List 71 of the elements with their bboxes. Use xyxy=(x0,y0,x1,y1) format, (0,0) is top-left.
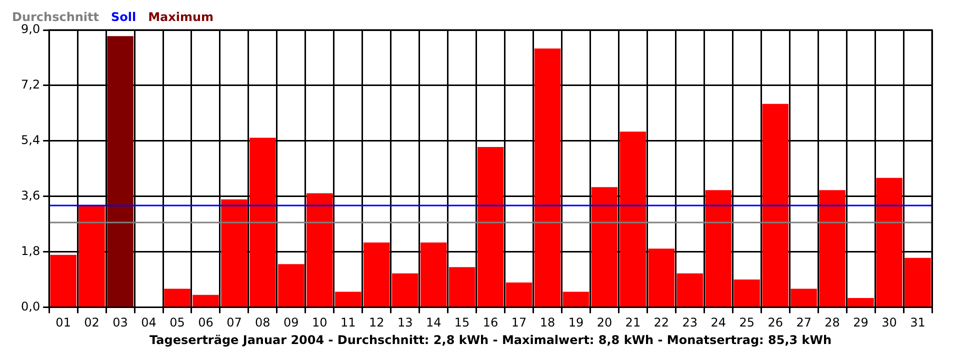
bar xyxy=(562,292,590,306)
x-tick-label: 03 xyxy=(112,316,128,330)
bar xyxy=(848,298,874,306)
y-tick-label: 7,2 xyxy=(20,78,40,92)
bar xyxy=(819,190,846,306)
x-tick-label: 19 xyxy=(568,316,584,330)
bar xyxy=(876,178,902,306)
x-axis-title: Tageserträge Januar 2004 - Durchschnitt: 2,8 kWh - Maximalwert: 8,8 kWh - Monatsertrag: 85,3 kWh xyxy=(150,332,832,347)
x-tick-label: 13 xyxy=(397,316,413,330)
x-tick-label: 07 xyxy=(226,316,242,330)
bar xyxy=(790,288,817,306)
bar xyxy=(107,36,134,306)
series-label: Maximum xyxy=(148,10,214,24)
x-tick-label: 11 xyxy=(340,316,356,330)
ref-line-label: Soll xyxy=(111,10,136,24)
x-tick-label: 27 xyxy=(796,316,812,330)
bar xyxy=(534,48,561,306)
bar xyxy=(364,242,390,306)
x-tick-label: 30 xyxy=(882,316,897,330)
x-tick-label: 21 xyxy=(625,316,641,330)
x-tick-label: 12 xyxy=(368,316,384,330)
bar xyxy=(50,254,76,306)
bar xyxy=(477,147,504,306)
x-tick-label: 31 xyxy=(910,316,926,330)
bar xyxy=(250,138,276,306)
x-tick-label: 29 xyxy=(853,316,868,330)
x-tick-label: 16 xyxy=(482,316,498,330)
x-tick-label: 10 xyxy=(312,316,328,330)
x-tick-label: 23 xyxy=(682,316,698,330)
bar xyxy=(221,199,248,306)
bar xyxy=(591,187,618,306)
bar xyxy=(506,282,532,306)
x-tick-label: 15 xyxy=(454,316,470,330)
bar xyxy=(278,264,304,306)
ref-line-label: Durchschnitt xyxy=(12,10,100,24)
bar xyxy=(164,288,190,306)
bar xyxy=(192,294,219,306)
bar xyxy=(762,104,788,306)
x-tick-label: 20 xyxy=(596,316,612,330)
bar xyxy=(306,193,333,306)
bar xyxy=(335,292,362,306)
x-tick-label: 24 xyxy=(710,316,726,330)
bar xyxy=(78,206,105,306)
x-tick-label: 05 xyxy=(170,316,185,330)
x-tick-label: 02 xyxy=(84,316,100,330)
bar xyxy=(392,273,418,306)
y-tick-label: 5,4 xyxy=(20,133,40,148)
x-tick-label: 04 xyxy=(141,316,156,330)
y-tick-label: 9,0 xyxy=(20,22,40,36)
y-tick-label: 1,8 xyxy=(20,244,40,258)
x-tick-label: 09 xyxy=(284,316,299,330)
bar xyxy=(620,132,646,306)
x-tick-label: 18 xyxy=(540,316,556,330)
x-tick-label: 28 xyxy=(824,316,840,330)
bar xyxy=(420,242,447,306)
bar xyxy=(676,273,704,306)
x-tick-label: 08 xyxy=(255,316,270,330)
bar xyxy=(448,267,476,306)
bar xyxy=(904,258,931,306)
x-tick-label: 26 xyxy=(768,316,783,330)
bar xyxy=(734,279,760,306)
bar xyxy=(705,190,732,306)
x-tick-label: 22 xyxy=(654,316,670,330)
x-tick-label: 01 xyxy=(56,316,71,330)
y-tick-label: 3,6 xyxy=(20,188,40,202)
x-tick-label: 25 xyxy=(739,316,755,330)
y-tick-label: 0,0 xyxy=(20,299,40,314)
x-tick-label: 06 xyxy=(198,316,214,330)
x-tick-label: 17 xyxy=(511,316,527,330)
x-tick-label: 14 xyxy=(426,316,442,330)
bar xyxy=(648,248,675,306)
